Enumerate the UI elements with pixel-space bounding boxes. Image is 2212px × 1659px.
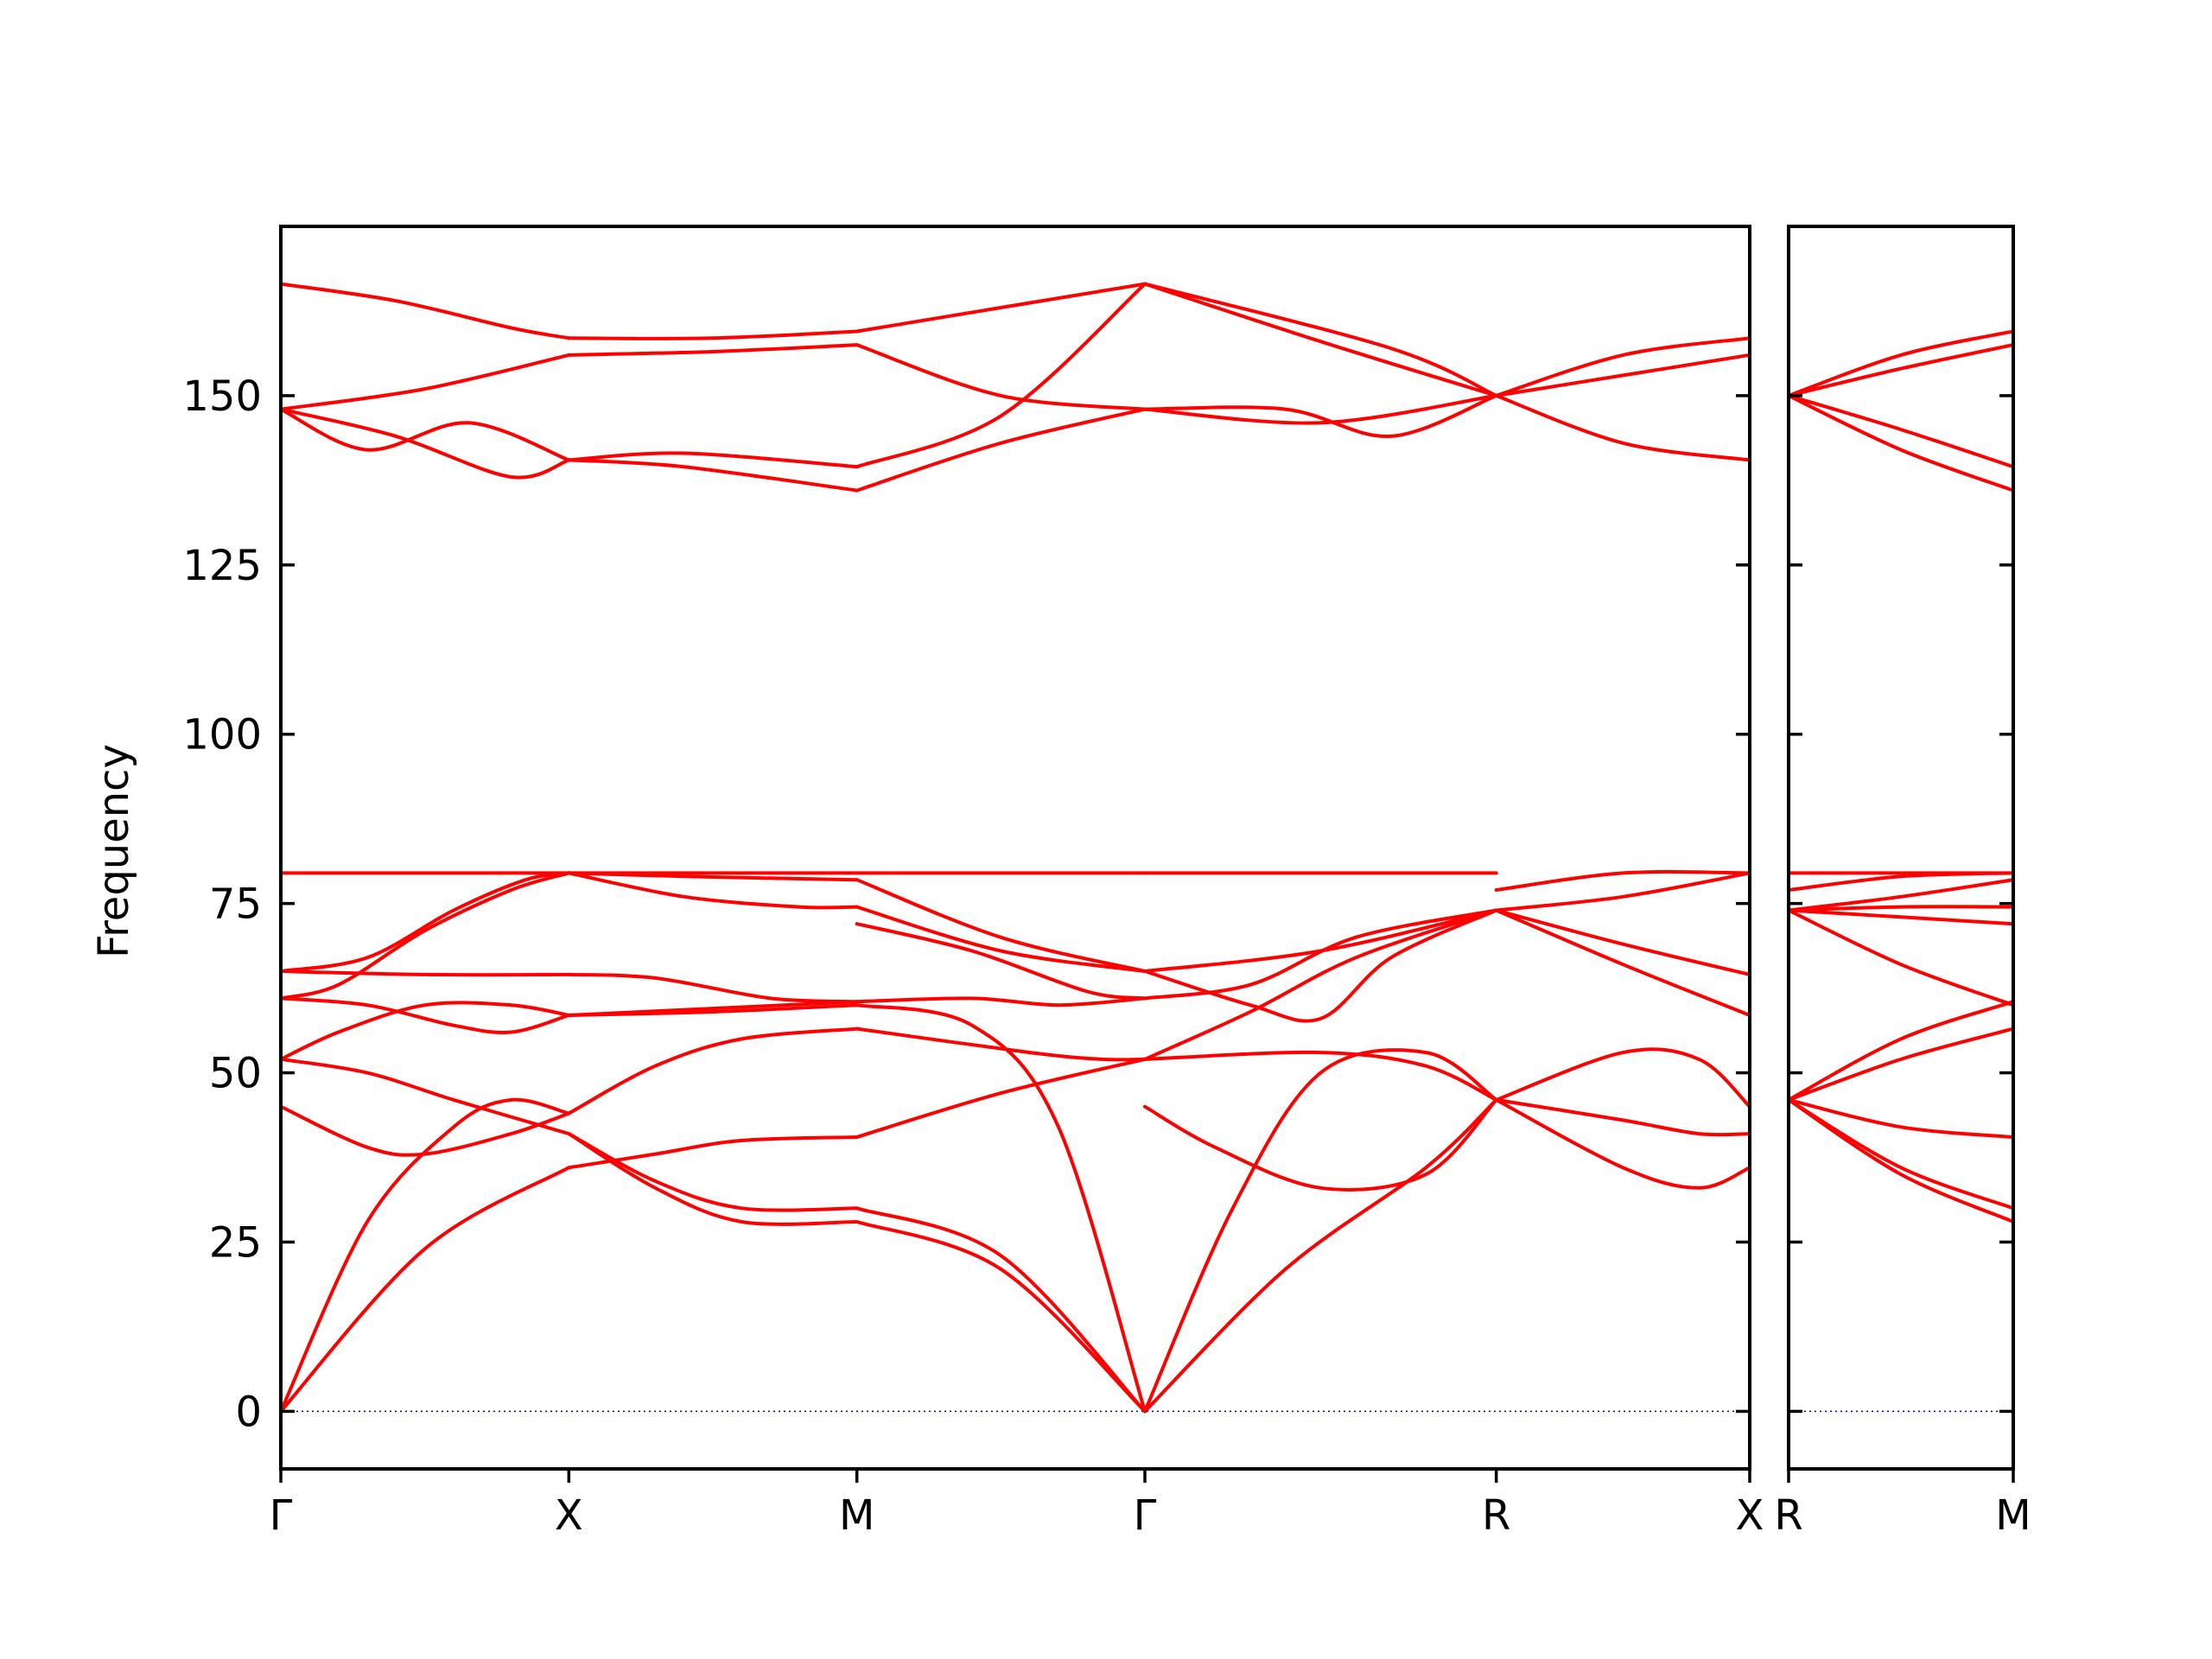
band-line <box>567 329 859 340</box>
band-line <box>567 1132 859 1226</box>
band-line <box>1494 353 1750 397</box>
band-line <box>855 996 1147 1007</box>
bands-group <box>281 282 1750 1414</box>
band-line <box>855 1220 1147 1414</box>
band-line <box>1789 1097 2013 1211</box>
bands-group <box>1789 329 2013 1224</box>
band-line <box>1789 1097 2013 1224</box>
band-line <box>281 1166 571 1414</box>
band-line <box>1789 1000 2013 1102</box>
x-tick-label: Γ <box>1134 1491 1157 1540</box>
band-line <box>855 1057 1147 1139</box>
band-line <box>855 1206 1147 1414</box>
band-line <box>281 353 571 411</box>
band-line <box>1143 393 1498 438</box>
band-line <box>1789 393 2013 469</box>
band-line <box>281 969 571 977</box>
band-line <box>1789 1097 2013 1139</box>
y-tick-label: 25 <box>209 1218 262 1267</box>
band-line <box>281 871 571 973</box>
band-line <box>855 407 1147 493</box>
band-line <box>281 1104 571 1157</box>
band-line <box>855 282 1147 334</box>
band-line <box>1789 329 2013 397</box>
band-line <box>1143 908 1498 973</box>
band-line <box>1789 905 2013 912</box>
band-line <box>855 922 1147 1001</box>
band-line <box>1143 908 1498 1023</box>
band-line <box>1494 871 1750 912</box>
band-line <box>1789 908 2013 1007</box>
plot-frame <box>279 225 1751 1471</box>
x-tick-label: M <box>1995 1491 2031 1540</box>
x-tick-label: R <box>1482 1491 1510 1540</box>
band-line <box>1494 393 1750 462</box>
band-line <box>567 1000 859 1017</box>
plot-frame <box>1787 225 2015 1471</box>
band-line <box>281 996 571 1034</box>
band-line <box>567 972 859 1004</box>
band-line <box>1143 1097 1498 1414</box>
band-line <box>855 905 1147 973</box>
band-line <box>1494 1097 1750 1190</box>
band-line <box>281 282 571 340</box>
band-line <box>1143 1048 1498 1414</box>
y-tick-label: 100 <box>182 711 262 760</box>
band-line <box>1143 1050 1498 1102</box>
band-line <box>1789 908 2013 926</box>
band-line <box>1494 908 1750 1017</box>
band-line <box>567 1132 859 1212</box>
x-tick-label: X <box>555 1491 583 1540</box>
band-line <box>1494 336 1750 397</box>
band-line <box>855 282 1147 469</box>
band-line <box>1789 343 2013 397</box>
band-line <box>1494 1097 1750 1137</box>
band-line <box>855 1027 1147 1062</box>
band-line <box>567 451 859 469</box>
band-line <box>567 458 859 493</box>
x-tick-label: Γ <box>270 1491 293 1540</box>
band-line <box>1143 1097 1498 1192</box>
panel-1: 0 25 50 75 100 125 150 Γ X M Γ R X <box>182 225 1764 1540</box>
band-line <box>1494 908 1750 976</box>
y-tick-label: 125 <box>182 542 262 590</box>
band-line <box>281 407 571 480</box>
y-tick-label: 50 <box>209 1050 262 1098</box>
band-line <box>567 871 859 910</box>
band-line <box>281 1001 571 1061</box>
band-line <box>855 878 1147 973</box>
band-line <box>1143 908 1498 1001</box>
band-line <box>1143 282 1498 397</box>
y-tick-label: 0 <box>235 1388 262 1436</box>
band-line <box>281 1057 571 1136</box>
y-tick-label: 150 <box>182 372 262 421</box>
x-tick-label: X <box>1736 1491 1764 1540</box>
y-axis-label: Frequency <box>90 744 138 958</box>
band-line <box>1494 869 1750 892</box>
y-tick-label: 75 <box>209 880 262 929</box>
band-line <box>567 1027 859 1116</box>
band-line <box>855 343 1147 411</box>
band-line <box>1143 282 1498 397</box>
band-line <box>1789 878 2013 912</box>
band-line <box>1143 908 1498 1061</box>
x-tick-label: R <box>1774 1491 1802 1540</box>
band-line <box>1789 1027 2013 1102</box>
band-line <box>1789 393 2013 493</box>
band-line <box>1789 871 2013 892</box>
band-line <box>281 407 571 462</box>
x-tick-label: M <box>839 1491 874 1540</box>
band-line <box>855 1003 1147 1414</box>
band-line <box>1143 393 1498 425</box>
band-line <box>1494 1047 1750 1109</box>
band-line <box>281 871 571 1001</box>
band-line <box>281 1097 571 1414</box>
band-line <box>567 343 859 357</box>
